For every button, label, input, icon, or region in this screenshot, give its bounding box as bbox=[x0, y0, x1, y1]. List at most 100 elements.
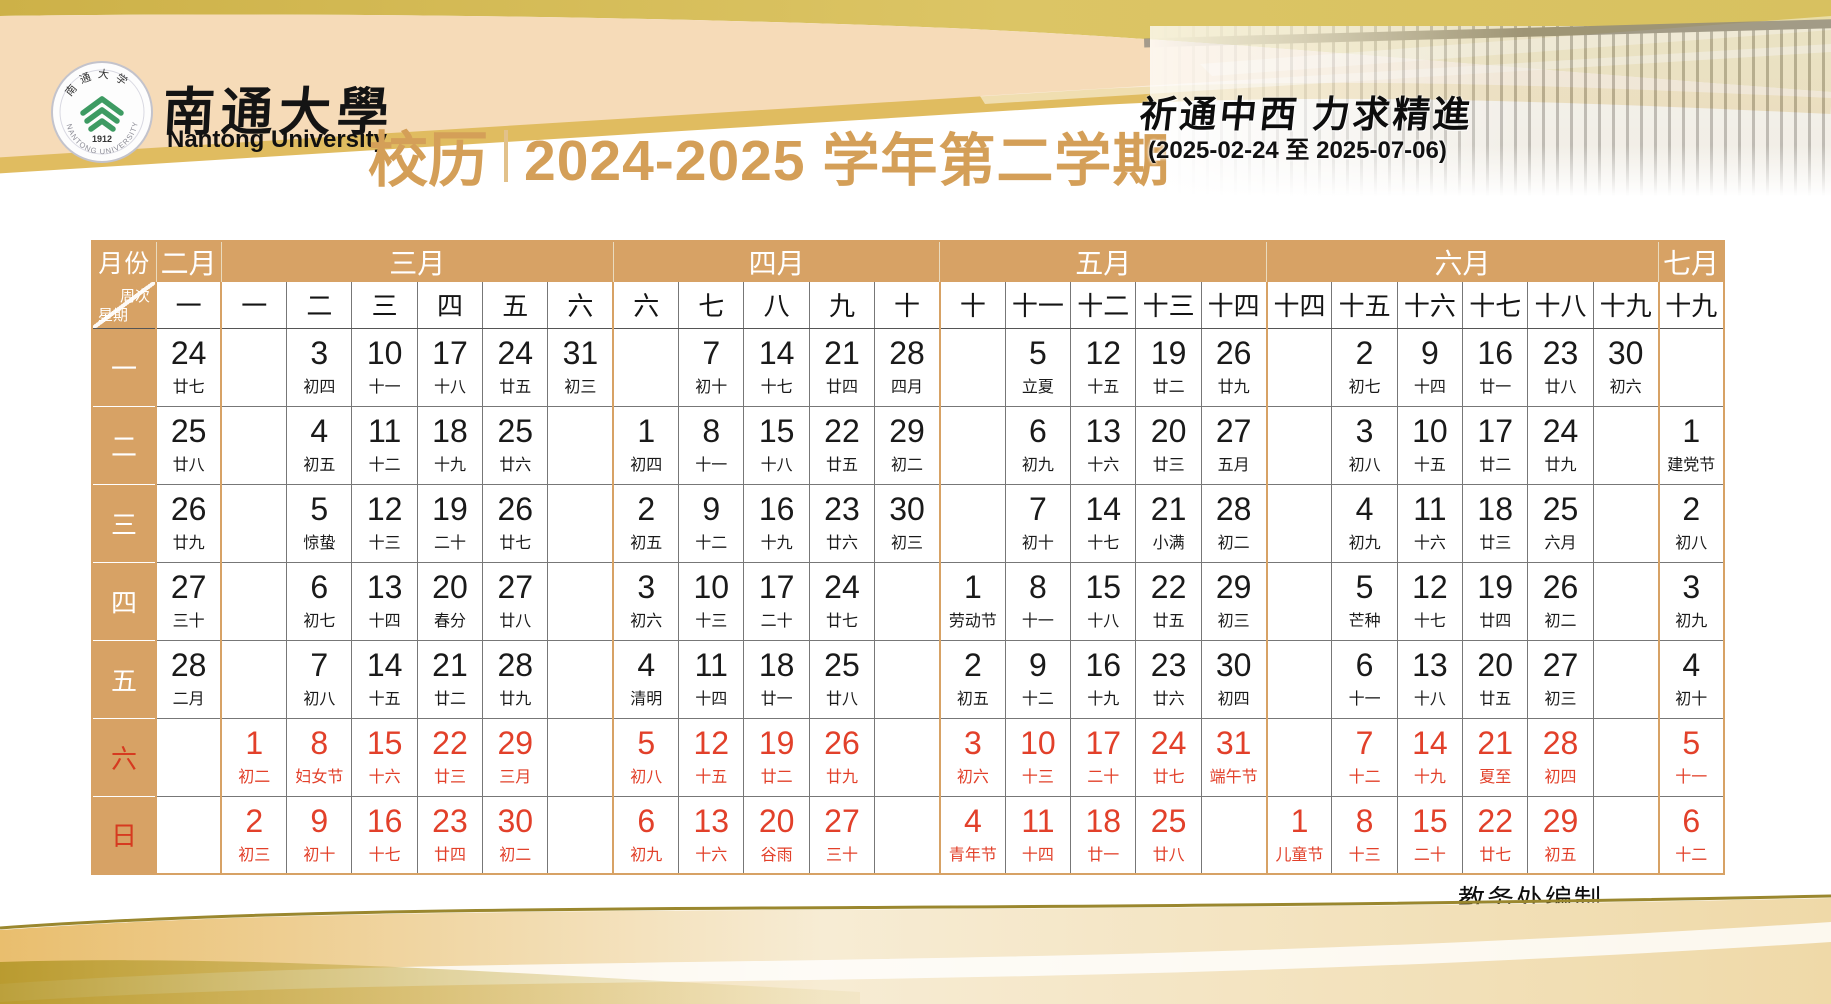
date-number: 27 bbox=[170, 568, 207, 605]
lunar-or-holiday-label: 十五 bbox=[1413, 457, 1446, 475]
calendar-cell-empty bbox=[547, 562, 615, 641]
lunar-or-holiday-label: 初五 bbox=[956, 691, 989, 709]
calendar-cell-empty bbox=[221, 406, 288, 485]
calendar-cell: 4 初九 bbox=[1331, 484, 1398, 563]
lunar-or-holiday-label: 十四 bbox=[368, 613, 401, 631]
date-number: 15 bbox=[366, 724, 403, 761]
lunar-or-holiday-label: 廿三 bbox=[1152, 457, 1185, 475]
date-number: 28 bbox=[170, 646, 207, 683]
calendar-cell: 27 三十 bbox=[809, 796, 876, 875]
lunar-or-holiday-label: 初十 bbox=[1675, 691, 1708, 709]
lunar-or-holiday-label: 廿六 bbox=[499, 457, 532, 475]
lunar-or-holiday-label: 十七 bbox=[760, 379, 793, 397]
date-number: 13 bbox=[366, 568, 403, 605]
calendar-cell: 24 廿九 bbox=[1527, 406, 1594, 485]
calendar-cell: 10 十一 bbox=[351, 328, 418, 407]
date-number: 27 bbox=[1542, 646, 1579, 683]
lunar-or-holiday-label: 四月 bbox=[891, 379, 924, 397]
calendar-cell: 23 廿八 bbox=[1527, 328, 1594, 407]
seal-mountain-icon bbox=[80, 96, 124, 132]
calendar-cell: 18 廿三 bbox=[1462, 484, 1529, 563]
lunar-or-holiday-label: 十三 bbox=[368, 535, 401, 553]
lunar-or-holiday-label: 廿八 bbox=[825, 691, 858, 709]
university-seal: 南通大学 NANTONG UNIVERSITY 1912 bbox=[51, 61, 153, 163]
calendar-cell: 8 十三 bbox=[1331, 796, 1398, 875]
calendar-cell: 29 初五 bbox=[1527, 796, 1594, 875]
date-number: 28 bbox=[1215, 490, 1252, 527]
calendar-cell: 5 初八 bbox=[613, 718, 680, 797]
date-number: 22 bbox=[824, 412, 860, 449]
weekday-label: 日 bbox=[92, 796, 157, 875]
lunar-or-holiday-label: 廿一 bbox=[760, 691, 793, 709]
date-number: 6 bbox=[1682, 802, 1701, 839]
lunar-or-holiday-label: 十三 bbox=[1021, 769, 1054, 787]
calendar-cell: 29 初三 bbox=[1201, 562, 1268, 641]
lunar-or-holiday-label: 廿二 bbox=[433, 691, 466, 709]
lunar-or-holiday-label: 十七 bbox=[368, 846, 401, 864]
week-number: 七 bbox=[678, 282, 745, 329]
lunar-or-holiday-label: 谷雨 bbox=[760, 846, 793, 864]
week-number: 十四 bbox=[1266, 282, 1333, 329]
date-number: 30 bbox=[497, 802, 534, 839]
date-number: 4 bbox=[1682, 646, 1701, 683]
calendar-cell: 27 初三 bbox=[1527, 640, 1594, 719]
lunar-or-holiday-label: 初八 bbox=[1675, 535, 1708, 553]
date-number: 12 bbox=[1412, 568, 1448, 605]
lunar-or-holiday-label: 十二 bbox=[1348, 769, 1381, 787]
week-number: 六 bbox=[613, 282, 680, 329]
lunar-or-holiday-label: 十九 bbox=[760, 535, 793, 553]
calendar-cell: 16 廿一 bbox=[1462, 328, 1529, 407]
lunar-or-holiday-label: 初七 bbox=[303, 613, 336, 631]
date-number: 1 bbox=[637, 412, 656, 449]
calendar-cell-empty bbox=[939, 406, 1006, 485]
page-title-prefix: 校历 bbox=[368, 127, 488, 194]
week-number: 八 bbox=[743, 282, 810, 329]
date-number: 14 bbox=[1412, 724, 1448, 761]
lunar-or-holiday-label: 夏至 bbox=[1479, 769, 1512, 787]
date-number: 31 bbox=[1215, 724, 1252, 761]
lunar-or-holiday-label: 廿七 bbox=[825, 613, 858, 631]
calendar-cell: 2 初五 bbox=[613, 484, 680, 563]
date-number: 18 bbox=[1477, 490, 1514, 527]
page-title: 校历 2024-2025 学年第二学期 bbox=[368, 112, 1170, 199]
date-number: 31 bbox=[562, 334, 599, 371]
lunar-or-holiday-label: 二十 bbox=[433, 535, 466, 553]
lunar-or-holiday-label: 初九 bbox=[630, 846, 663, 864]
calendar-cell: 20 廿三 bbox=[1135, 406, 1202, 485]
lunar-or-holiday-label: 十六 bbox=[1413, 535, 1446, 553]
lunar-or-holiday-label: 初七 bbox=[1348, 379, 1381, 397]
calendar-cell-empty bbox=[1593, 718, 1660, 797]
date-number: 29 bbox=[889, 412, 925, 449]
calendar-cell-empty bbox=[613, 328, 680, 407]
calendar-cell-empty bbox=[1266, 406, 1333, 485]
lunar-or-holiday-label: 二十 bbox=[760, 613, 793, 631]
lunar-or-holiday-label: 十二 bbox=[695, 535, 728, 553]
date-number: 3 bbox=[637, 568, 656, 605]
calendar-cell: 6 初九 bbox=[613, 796, 680, 875]
calendar-cell: 2 初七 bbox=[1331, 328, 1398, 407]
calendar-cell-empty bbox=[547, 640, 615, 719]
date-number: 24 bbox=[1542, 412, 1579, 449]
date-number: 2 bbox=[1682, 490, 1701, 527]
lunar-or-holiday-label: 初九 bbox=[1675, 613, 1708, 631]
date-number: 9 bbox=[702, 490, 721, 527]
date-number: 13 bbox=[1412, 646, 1448, 683]
lunar-or-holiday-label: 春分 bbox=[433, 613, 466, 631]
week-corner-label: 周次 bbox=[119, 288, 150, 305]
calendar-cell: 8 十一 bbox=[678, 406, 745, 485]
lunar-or-holiday-label: 十八 bbox=[760, 457, 793, 475]
lunar-or-holiday-label: 初八 bbox=[303, 691, 336, 709]
calendar-cell: 8 妇女节 bbox=[286, 718, 353, 797]
calendar-cell: 19 廿二 bbox=[1135, 328, 1202, 407]
date-number: 21 bbox=[1150, 490, 1187, 527]
calendar-cell: 11 十四 bbox=[1005, 796, 1072, 875]
date-number: 22 bbox=[1477, 802, 1514, 839]
date-number: 29 bbox=[1542, 802, 1579, 839]
date-number: 3 bbox=[963, 724, 982, 761]
calendar-cell: 28 初二 bbox=[1201, 484, 1268, 563]
lunar-or-holiday-label: 初四 bbox=[1544, 769, 1577, 787]
lunar-or-holiday-label: 初三 bbox=[1217, 613, 1250, 631]
calendar-cell-empty bbox=[939, 328, 1006, 407]
page-title-main: 2024-2025 学年第二学期 bbox=[524, 128, 1171, 193]
date-number: 2 bbox=[1355, 334, 1374, 371]
